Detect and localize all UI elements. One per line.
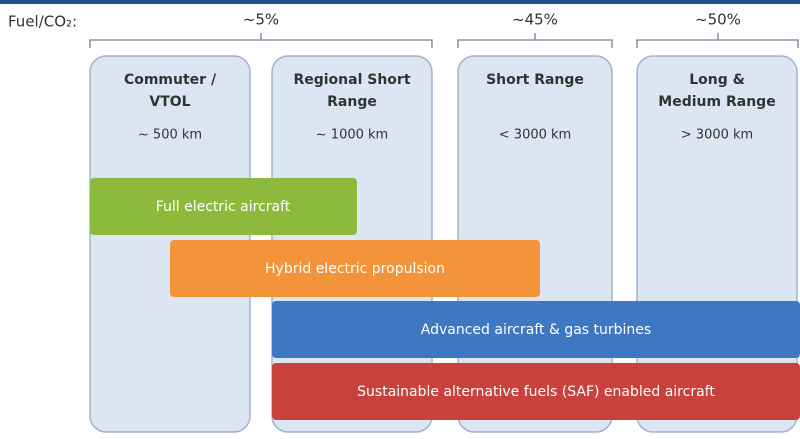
column-title: VTOL	[149, 94, 190, 110]
tech-label: Full electric aircraft	[156, 199, 291, 215]
bracket	[89, 33, 433, 48]
tech-label: Advanced aircraft & gas turbines	[421, 322, 651, 338]
tech-label: Hybrid electric propulsion	[265, 261, 445, 277]
share-label: ~50%	[695, 11, 741, 29]
share-label: ~45%	[512, 11, 558, 29]
column-title: Short Range	[486, 72, 584, 88]
tech-label: Sustainable alternative fuels (SAF) enab…	[357, 384, 715, 400]
tech-bar	[90, 178, 357, 235]
column-range: ~ 500 km	[138, 128, 202, 143]
column-title: Medium Range	[658, 94, 775, 110]
column-range: > 3000 km	[681, 128, 753, 143]
tech-bar	[272, 301, 800, 358]
column-title: Regional Short	[293, 72, 410, 88]
tech-bar	[272, 363, 800, 420]
top-rule	[0, 0, 800, 4]
column-range: < 3000 km	[499, 128, 571, 143]
bracket	[636, 33, 799, 48]
column-title: Long &	[689, 72, 745, 88]
tech-bar	[170, 240, 540, 297]
column-title: Commuter /	[124, 72, 217, 88]
column-title: Range	[327, 94, 377, 110]
bracket	[457, 33, 613, 48]
fuel-label: Fuel/CO₂:	[8, 13, 77, 31]
share-label: ~5%	[243, 11, 279, 29]
column-range: ~ 1000 km	[316, 128, 388, 143]
